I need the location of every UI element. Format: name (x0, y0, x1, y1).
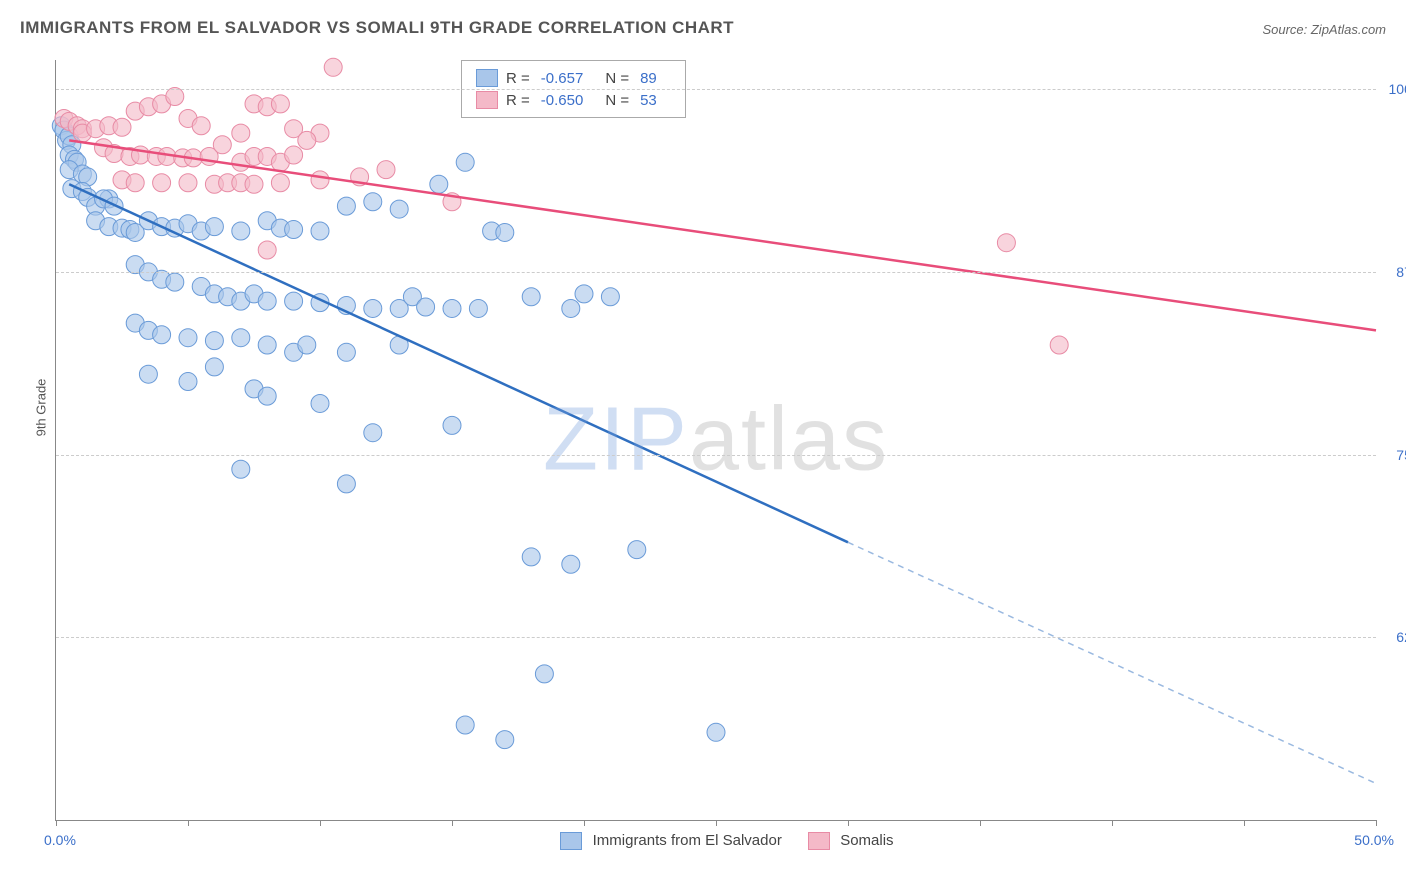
y-axis-label: 9th Grade (33, 379, 48, 437)
n-label: N = (605, 70, 629, 87)
r-value-series2: -0.650 (541, 92, 584, 109)
y-tick-label: 62.5% (1396, 629, 1406, 645)
swatch-series2 (476, 91, 498, 109)
swatch-series1 (476, 69, 498, 87)
r-label: R = (506, 92, 530, 109)
bottom-legend: Immigrants from El Salvador Somalis (56, 832, 1376, 850)
scatter-svg (56, 60, 1376, 820)
chart-plot-area: ZIPatlas R = -0.657 N = 89 R = -0.650 N … (55, 60, 1376, 821)
n-label: N = (605, 92, 629, 109)
stats-row-series2: R = -0.650 N = 53 (476, 89, 671, 111)
source-attribution: Source: ZipAtlas.com (1262, 22, 1386, 37)
r-value-series1: -0.657 (541, 70, 584, 87)
r-label: R = (506, 70, 530, 87)
y-tick-label: 100.0% (1389, 81, 1406, 97)
y-tick-label: 87.5% (1396, 264, 1406, 280)
swatch-series2-bottom (808, 832, 830, 850)
bottom-legend-label-1: Immigrants from El Salvador (593, 832, 782, 849)
n-value-series1: 89 (640, 70, 657, 87)
bottom-legend-label-2: Somalis (840, 832, 893, 849)
stats-row-series1: R = -0.657 N = 89 (476, 67, 671, 89)
y-tick-label: 75.0% (1396, 447, 1406, 463)
chart-title: IMMIGRANTS FROM EL SALVADOR VS SOMALI 9T… (20, 18, 734, 38)
n-value-series2: 53 (640, 92, 657, 109)
swatch-series1-bottom (560, 832, 582, 850)
